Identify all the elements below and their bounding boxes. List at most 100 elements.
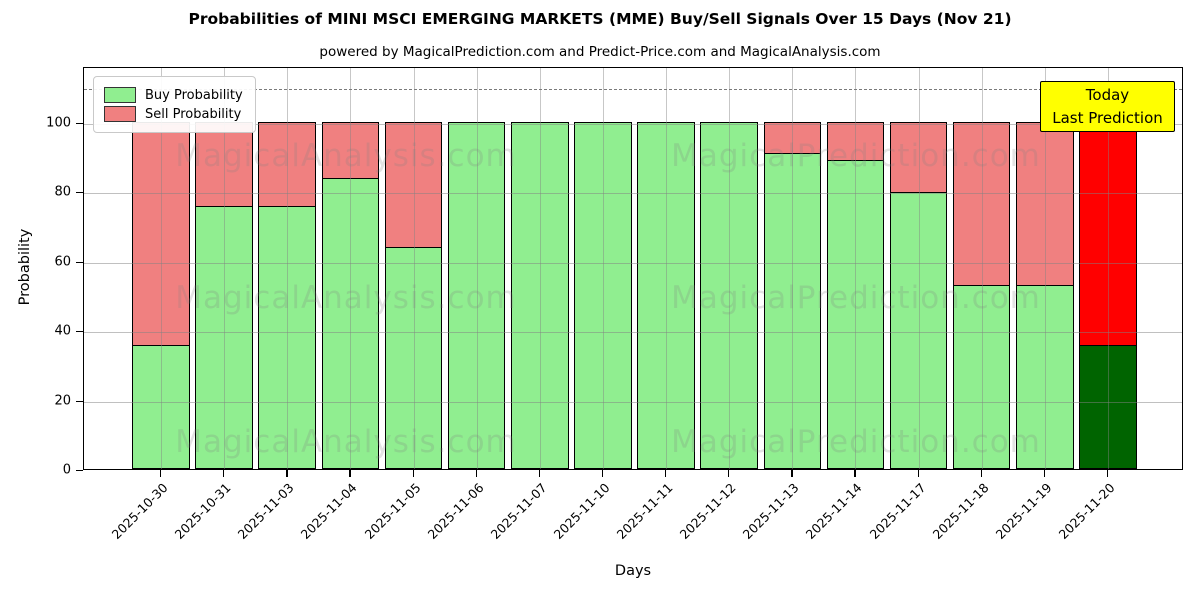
buy-swatch-icon xyxy=(104,87,136,103)
y-tick-mark xyxy=(76,122,83,124)
x-tick-mark xyxy=(286,470,288,477)
y-tick-mark xyxy=(76,470,83,472)
x-tick-mark xyxy=(601,470,604,477)
x-tick-mark xyxy=(854,470,856,477)
h-gridline-100 xyxy=(84,123,1182,125)
sell-bar-2025-11-13 xyxy=(763,121,822,155)
buy-bar-2025-11-05 xyxy=(384,246,443,469)
x-tick-mark xyxy=(1106,470,1109,477)
v-gridline xyxy=(602,68,604,469)
v-gridline xyxy=(161,68,162,469)
legend-label-sell: Sell Probability xyxy=(145,106,242,122)
h-gridline-40 xyxy=(84,332,1182,334)
y-tick-mark xyxy=(76,400,83,402)
h-gridline-20 xyxy=(84,401,1182,403)
v-gridline xyxy=(666,68,668,469)
buy-bar-2025-11-14 xyxy=(826,159,885,469)
x-tick-label-2025-11-05: 2025-11-05 xyxy=(361,480,424,542)
v-gridline xyxy=(224,68,226,469)
x-tick-label-2025-11-19: 2025-11-19 xyxy=(992,480,1055,542)
x-tick-label-2025-11-11: 2025-11-11 xyxy=(613,480,676,542)
y-tick-label-20: 20 xyxy=(54,393,71,409)
y-tick-label-100: 100 xyxy=(46,115,71,131)
v-gridline xyxy=(855,68,857,469)
v-gridline xyxy=(918,68,920,469)
h-gridline-80 xyxy=(84,193,1182,195)
x-tick-label-2025-11-13: 2025-11-13 xyxy=(739,480,802,542)
watermark-text: MagicalPrediction.com xyxy=(671,424,1041,460)
sell-bar-2025-11-18 xyxy=(952,121,1011,287)
v-gridline xyxy=(729,68,731,469)
x-tick-mark xyxy=(223,470,225,477)
buy-bar-2025-11-06 xyxy=(447,121,506,469)
x-tick-mark xyxy=(728,470,730,477)
v-gridline xyxy=(1107,68,1109,469)
y-tick-mark xyxy=(76,192,83,194)
y-tick-label-60: 60 xyxy=(54,254,71,270)
v-gridline xyxy=(476,68,478,469)
watermark-text: MagicalAnalysis.com xyxy=(175,424,517,460)
buy-bar-2025-10-31 xyxy=(195,204,253,469)
x-tick-label-2025-11-07: 2025-11-07 xyxy=(487,480,550,542)
v-gridline xyxy=(413,68,415,469)
x-tick-mark xyxy=(665,470,667,477)
buy-bar-2025-11-19 xyxy=(1016,284,1074,469)
y-tick-label-40: 40 xyxy=(54,323,71,339)
x-tick-label-2025-10-31: 2025-10-31 xyxy=(171,480,234,542)
legend-label-buy: Buy Probability xyxy=(145,87,243,103)
buy-bar-2025-11-03 xyxy=(258,204,317,469)
x-tick-mark xyxy=(160,470,162,477)
y-axis-label: Probability xyxy=(17,228,33,306)
x-axis-label: Days xyxy=(614,563,652,579)
x-tick-mark xyxy=(475,470,477,477)
today-annotation-line2: Last Prediction xyxy=(1052,108,1163,127)
buy-bar-2025-11-12 xyxy=(700,121,758,469)
x-tick-mark xyxy=(917,470,919,477)
y-tick-label-80: 80 xyxy=(54,184,71,200)
plot-area: MagicalAnalysis.com MagicalPrediction.com… xyxy=(83,67,1183,470)
today-annotation-line1: Today xyxy=(1085,86,1130,104)
buy-bar-2025-11-13 xyxy=(763,152,822,469)
sell-bar-2025-11-20 xyxy=(1079,121,1137,346)
watermark-text: MagicalAnalysis.com xyxy=(175,280,517,316)
v-gridline xyxy=(1044,68,1046,469)
sell-bar-2025-11-19 xyxy=(1016,121,1074,287)
v-gridline xyxy=(539,68,541,469)
y-tick-mark xyxy=(76,261,83,263)
buy-bar-2025-11-04 xyxy=(321,177,380,469)
dashed-threshold-line xyxy=(84,88,1182,90)
sell-swatch-icon xyxy=(104,106,136,122)
sell-bar-2025-11-05 xyxy=(384,121,443,249)
x-tick-mark xyxy=(980,470,982,477)
buy-bar-2025-11-17 xyxy=(889,191,948,469)
x-tick-label-2025-11-14: 2025-11-14 xyxy=(803,480,866,542)
legend-item-buy: Buy Probability xyxy=(104,87,243,103)
chart-title: Probabilities of MINI MSCI EMERGING MARK… xyxy=(188,10,1012,28)
sell-bar-2025-10-31 xyxy=(195,121,253,207)
sell-bar-2025-10-30 xyxy=(132,121,190,346)
sell-bar-2025-11-04 xyxy=(321,121,380,179)
y-tick-mark xyxy=(76,331,83,333)
h-gridline-60 xyxy=(84,262,1182,264)
buy-bar-2025-10-30 xyxy=(132,343,190,469)
x-tick-label-2025-11-12: 2025-11-12 xyxy=(676,480,739,542)
buy-bar-2025-11-18 xyxy=(952,284,1011,469)
chart-subtitle: powered by MagicalPrediction.com and Pre… xyxy=(319,44,881,60)
x-tick-mark xyxy=(349,470,351,477)
legend: Buy Probability Sell Probability xyxy=(93,76,256,133)
x-tick-label-2025-11-10: 2025-11-10 xyxy=(550,480,613,542)
v-gridline xyxy=(981,68,983,469)
buy-bar-2025-11-07 xyxy=(510,121,569,469)
watermark-text: MagicalPrediction.com xyxy=(671,280,1041,316)
x-tick-label-2025-11-03: 2025-11-03 xyxy=(234,480,297,542)
buy-bar-2025-11-11 xyxy=(637,121,695,469)
y-tick-label-0: 0 xyxy=(62,462,71,478)
x-tick-mark xyxy=(791,470,793,477)
x-tick-label-2025-10-30: 2025-10-30 xyxy=(108,480,171,542)
today-annotation-box: Today Last Prediction xyxy=(1040,81,1175,132)
watermark-text: MagicalAnalysis.com xyxy=(175,138,517,174)
x-tick-label-2025-11-06: 2025-11-06 xyxy=(424,480,487,542)
v-gridline xyxy=(287,68,289,469)
sell-bar-2025-11-03 xyxy=(258,121,317,207)
v-gridline xyxy=(792,68,794,469)
